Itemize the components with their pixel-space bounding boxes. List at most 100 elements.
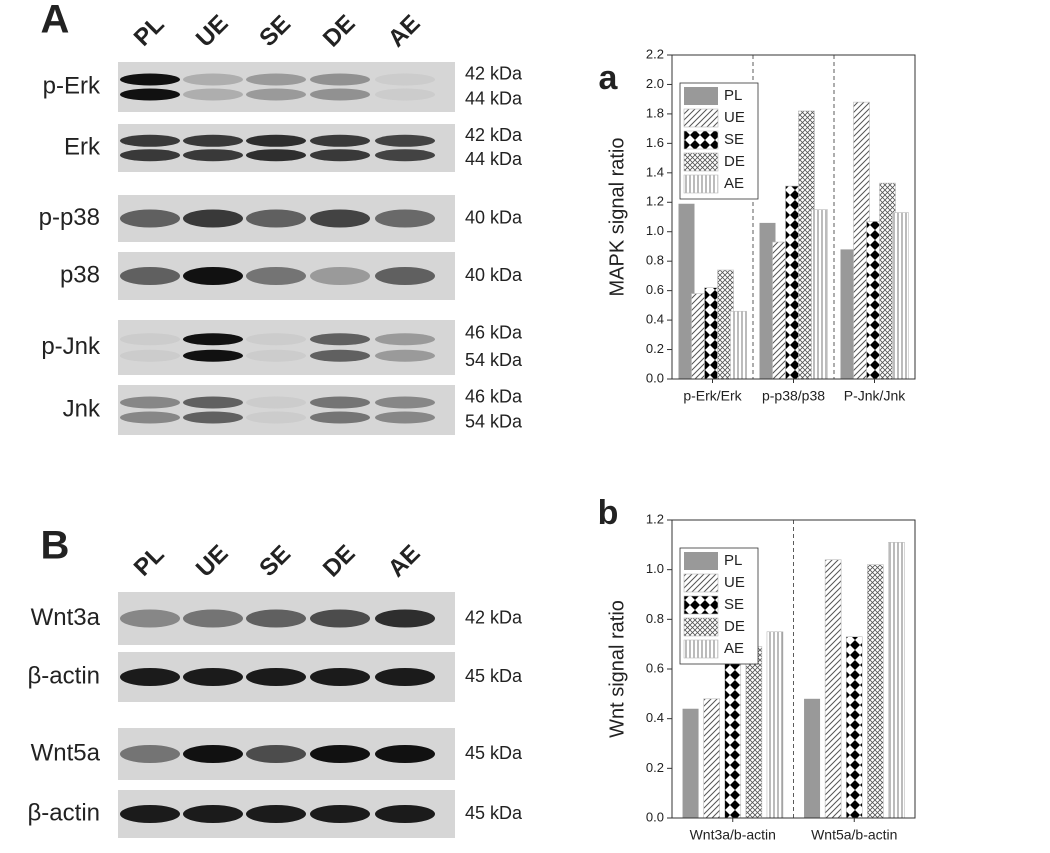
chart-label: a [599, 59, 619, 97]
bar [840, 249, 857, 379]
lane-label: UE [191, 540, 234, 583]
blot-band [183, 349, 243, 362]
blot-band [375, 149, 435, 162]
bar [804, 698, 821, 818]
x-tick-label: p-p38/p38 [762, 388, 825, 404]
kda-label: 54 kDa [465, 411, 523, 431]
blot-band [375, 333, 435, 346]
blot-band [120, 349, 180, 362]
blot-band [183, 668, 243, 686]
blot-band [375, 349, 435, 362]
lane-label: PL [129, 11, 170, 52]
lane-label: SE [254, 540, 296, 582]
kda-label: 45 kDa [465, 666, 523, 686]
blot-band [310, 73, 370, 86]
y-tick-label: 1.4 [646, 164, 664, 179]
bar [888, 542, 905, 819]
lane-label: AE [383, 540, 426, 583]
kda-label: 46 kDa [465, 386, 523, 406]
blot-band [310, 149, 370, 162]
y-tick-label: 1.2 [646, 194, 664, 209]
kda-label: 42 kDa [465, 125, 523, 145]
blot-band [183, 411, 243, 424]
blot-band [246, 88, 306, 101]
bar [892, 212, 909, 380]
blot-band [183, 745, 243, 763]
y-axis-title: Wnt signal ratio [606, 600, 628, 738]
blot-band [310, 134, 370, 147]
legend-label: DE [724, 618, 745, 635]
axes-frame [671, 519, 916, 819]
blot-band [120, 333, 180, 346]
y-tick-label: 0.6 [646, 282, 664, 297]
row-label: p-Jnk [41, 333, 101, 360]
legend-label: AE [724, 175, 744, 192]
blot-band [183, 267, 243, 285]
y-axis-title: MAPK signal ratio [606, 138, 628, 297]
blot-band [120, 88, 180, 101]
blot-band [246, 333, 306, 346]
bar [678, 203, 695, 379]
blot-band [375, 609, 435, 628]
blot-band [246, 396, 306, 409]
lane-label: AE [383, 10, 426, 53]
legend-swatch [684, 552, 718, 570]
row-label: β-actin [28, 799, 101, 826]
blot-band [246, 609, 306, 628]
x-tick-label: p-Erk/Erk [683, 388, 742, 404]
bar [682, 708, 699, 818]
blot-band [120, 73, 180, 86]
blot-band [246, 805, 306, 823]
lane-label: UE [191, 10, 234, 53]
lane-label: DE [318, 540, 361, 583]
bar [811, 209, 828, 380]
bar [703, 698, 720, 819]
row-label: Erk [64, 133, 101, 160]
blot-band [246, 267, 306, 285]
bar [824, 559, 842, 819]
blot-band [183, 609, 243, 628]
legend-label: DE [724, 153, 745, 170]
legend-swatch [683, 639, 719, 659]
blot-band [375, 805, 435, 823]
bar [759, 222, 776, 379]
x-tick-label: Wnt5a/b-actin [811, 827, 897, 843]
y-tick-label: 1.2 [646, 511, 664, 526]
blot-band [246, 149, 306, 162]
y-tick-label: 0.4 [646, 710, 664, 725]
blot-band [310, 609, 370, 628]
lane-label: DE [318, 10, 361, 53]
blot-band [310, 668, 370, 686]
legend-label: SE [724, 596, 744, 613]
legend-swatch [684, 87, 718, 105]
legend-swatch [683, 617, 719, 637]
y-tick-label: 2.2 [646, 46, 664, 61]
kda-label: 54 kDa [465, 350, 523, 370]
legend-swatch [683, 595, 719, 615]
y-tick-label: 0.8 [646, 253, 664, 268]
bar [724, 656, 742, 819]
y-tick-label: 2.0 [646, 76, 664, 91]
row-label: p38 [60, 261, 100, 288]
kda-label: 40 kDa [465, 207, 523, 227]
blot-band [310, 349, 370, 362]
legend-swatch [683, 152, 719, 172]
blot-band [246, 668, 306, 686]
row-label: Wnt3a [31, 604, 101, 631]
blot-band [375, 73, 435, 86]
blot-band [375, 134, 435, 147]
y-tick-label: 1.0 [646, 561, 664, 576]
legend-label: PL [724, 552, 742, 569]
blot-band [120, 609, 180, 628]
blot-band [310, 745, 370, 763]
bar [867, 564, 884, 819]
blot-band [375, 668, 435, 686]
blot-band [246, 745, 306, 763]
lane-label: PL [129, 541, 170, 582]
chart-label: b [598, 494, 619, 532]
x-tick-label: P-Jnk/Jnk [844, 388, 906, 404]
legend-swatch [683, 108, 719, 128]
kda-label: 44 kDa [465, 149, 523, 169]
kda-label: 42 kDa [465, 63, 523, 83]
axes-frame [671, 54, 916, 380]
